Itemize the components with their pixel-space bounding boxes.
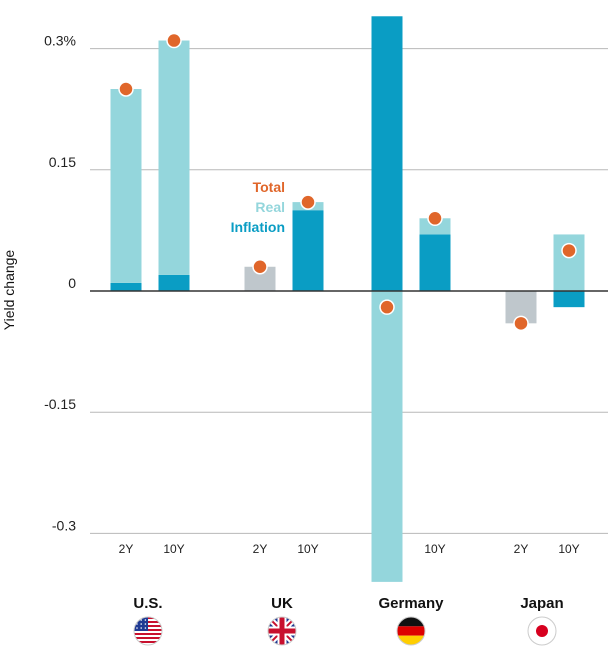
y-tick-label: 0 (68, 275, 76, 291)
legend-real: Real (255, 199, 285, 215)
flags (133, 616, 557, 646)
us-flag-icon (134, 617, 162, 645)
real-bar (110, 89, 142, 283)
total-marker (513, 315, 529, 332)
japan-flag-icon (528, 617, 556, 645)
total-marker (427, 210, 443, 227)
inflation-bar (419, 234, 451, 291)
y-axis-title: Yield change (1, 250, 17, 331)
legend-total: Total (253, 179, 285, 195)
bars (110, 16, 585, 582)
inflation-bar (371, 16, 403, 292)
country-label: Germany (378, 595, 444, 612)
real-bar (419, 218, 451, 235)
y-tick-label: -0.3 (52, 517, 76, 533)
total-markers (118, 32, 577, 332)
country-label: Japan (520, 595, 563, 612)
real-bar (158, 40, 190, 275)
bar-category-label: 10Y (424, 542, 445, 556)
country-label: U.S. (133, 595, 162, 612)
bar-category-label: 10Y (297, 542, 318, 556)
total-marker (561, 242, 577, 259)
inflation-bar (553, 291, 585, 308)
bar-category-label: 2Y (253, 542, 268, 556)
total-marker (300, 194, 316, 210)
total-marker (252, 259, 268, 275)
bar-category-label: 10Y (558, 542, 579, 556)
germany-flag-icon (397, 617, 425, 645)
real-bar (371, 291, 403, 582)
inflation-bar (158, 274, 190, 291)
inflation-bar (110, 282, 142, 291)
y-tick-label: 0.3% (44, 33, 76, 49)
total-marker (379, 299, 395, 315)
y-tick-label: -0.15 (44, 396, 76, 412)
legend-inflation: Inflation (231, 219, 285, 235)
uk-flag-icon (268, 617, 296, 645)
labels: 0.3% 0.15 0 -0.15 -0.3 2Y 10Y U.S. 2Y 10Y UK 10Y Ger… (44, 33, 580, 612)
inflation-bar (292, 210, 324, 291)
total-marker (166, 32, 182, 49)
total-marker (118, 81, 134, 97)
bar-category-label: 10Y (163, 542, 184, 556)
bar-category-label: 2Y (514, 542, 529, 556)
country-label: UK (271, 595, 293, 612)
bar-category-label: 2Y (119, 542, 134, 556)
y-tick-label: 0.15 (49, 154, 76, 170)
